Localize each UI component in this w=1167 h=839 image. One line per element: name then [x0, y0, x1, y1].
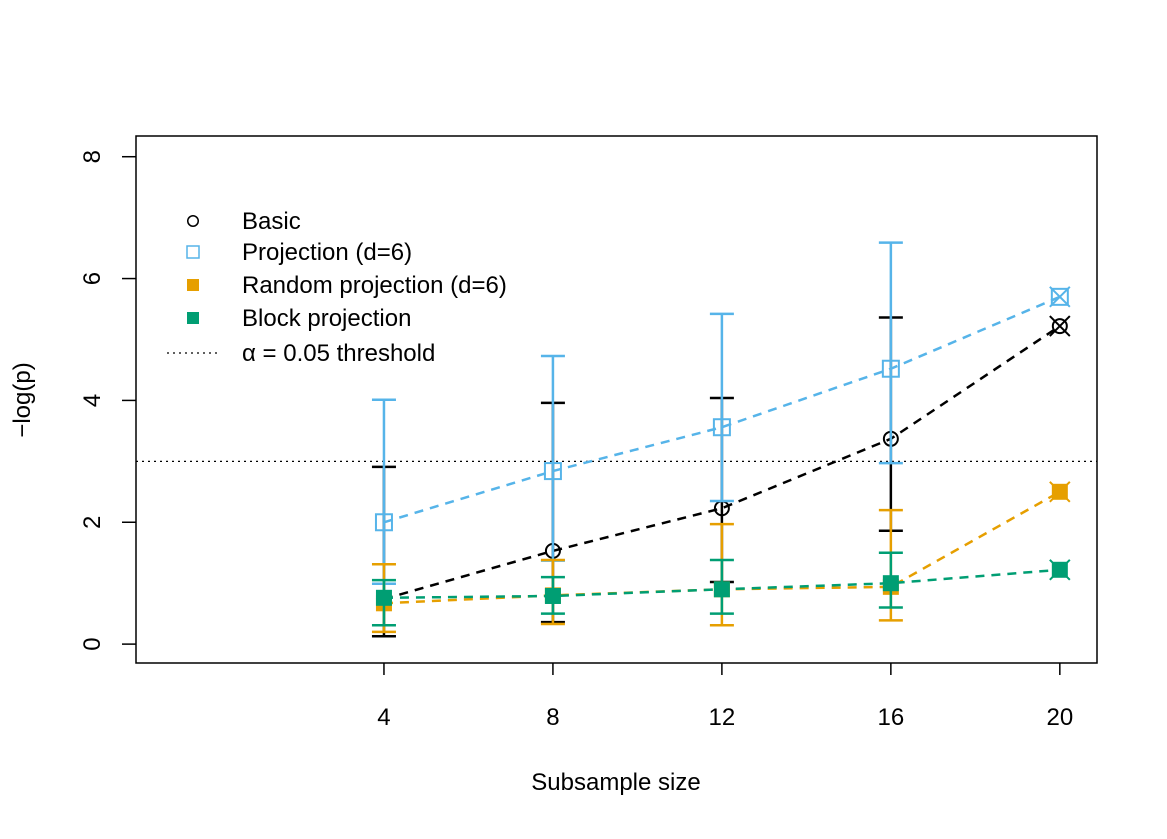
error-bar	[371, 398, 396, 586]
legend-symbol	[187, 279, 199, 291]
legend-label: Random projection (d=6)	[242, 272, 507, 299]
data-point	[713, 581, 730, 598]
error-bar	[709, 312, 734, 503]
legend-label: Block projection	[242, 305, 411, 332]
legend-symbol	[187, 215, 199, 227]
plot-frame	[135, 135, 1098, 664]
error-bar	[878, 241, 903, 465]
error-bar	[1049, 286, 1071, 308]
legend-label: Basic	[242, 208, 301, 235]
data-point	[544, 587, 561, 604]
x-tick-label: 4	[377, 704, 390, 731]
y-tick-label: 0	[79, 637, 106, 650]
legend-label: α = 0.05 threshold	[242, 340, 435, 367]
y-tick-label: 4	[79, 394, 106, 407]
legend-label: Projection (d=6)	[242, 239, 412, 266]
data-point	[375, 589, 392, 606]
y-tick-label: 8	[79, 150, 106, 163]
data-point	[712, 418, 731, 437]
y-axis-label: −log(p)	[9, 362, 36, 437]
x-tick-label: 8	[546, 704, 559, 731]
error-bar	[540, 354, 565, 562]
data-point	[1050, 287, 1069, 306]
data-point	[1051, 483, 1068, 500]
data-point	[882, 575, 899, 592]
x-tick-label: 12	[709, 704, 736, 731]
x-tick-label: 20	[1046, 704, 1073, 731]
legend-symbol	[186, 245, 200, 259]
error-bar	[1049, 315, 1071, 337]
y-tick-label: 2	[79, 516, 106, 529]
x-tick-label: 16	[878, 704, 905, 731]
data-point	[543, 462, 562, 481]
data-point	[1051, 561, 1068, 578]
y-tick-label: 6	[79, 272, 106, 285]
data-point	[374, 513, 393, 532]
series-line	[383, 325, 1061, 601]
legend-symbol	[187, 312, 199, 324]
data-point	[881, 359, 900, 378]
data-point	[1051, 318, 1068, 335]
series-line	[383, 295, 1061, 524]
x-axis-label: Subsample size	[531, 769, 700, 796]
